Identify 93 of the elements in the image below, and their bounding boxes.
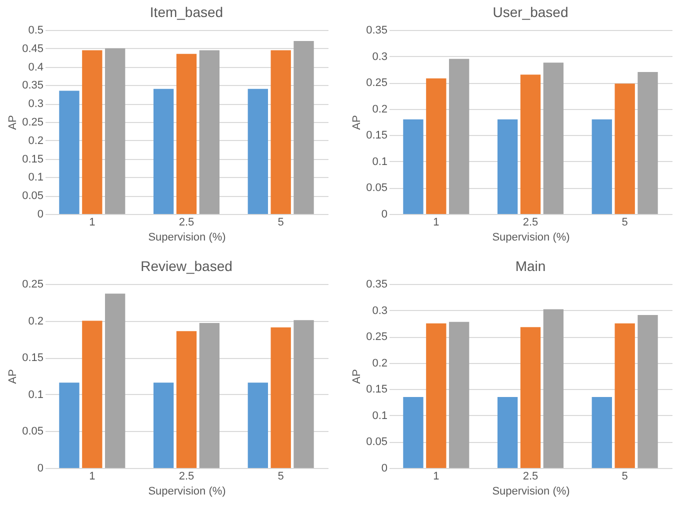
- chart-title: Review_based: [140, 258, 232, 274]
- x-tick-label: 5: [622, 216, 628, 228]
- y-tick-label: 0.05: [366, 182, 388, 194]
- y-tick-label: 0.2: [372, 103, 388, 116]
- bar: [59, 90, 80, 214]
- y-tick-label: 0.3: [372, 50, 388, 63]
- bar: [638, 72, 658, 214]
- y-tick-label: 0.05: [22, 190, 44, 202]
- y-tick-label: 0.35: [366, 24, 388, 36]
- bar: [520, 74, 541, 214]
- y-tick-label: 0.15: [22, 153, 44, 166]
- bar: [403, 119, 424, 214]
- bar: [82, 50, 102, 214]
- bar: [426, 323, 446, 468]
- bar: [497, 397, 518, 468]
- y-tick-label: 0.2: [28, 315, 44, 328]
- bar: [449, 58, 470, 214]
- y-tick-label: 0.05: [366, 436, 388, 448]
- x-tick-label: 5: [278, 470, 284, 482]
- y-axis-title: AP: [351, 369, 364, 384]
- y-tick-label: 0.15: [366, 384, 388, 396]
- bar: [426, 78, 446, 214]
- y-tick-label: 0.4: [28, 61, 44, 74]
- y-tick-label: 0.3: [28, 98, 44, 110]
- x-tick-label: 2.5: [178, 470, 194, 482]
- y-tick-label: 0.35: [366, 278, 388, 290]
- bar: [294, 41, 314, 214]
- x-axis-title: Supervision (%): [492, 486, 570, 498]
- bar: [248, 88, 268, 214]
- x-tick-label: 1: [433, 470, 440, 482]
- bar: [403, 397, 424, 468]
- x-tick-label: 1: [433, 216, 440, 228]
- bar: [270, 327, 291, 468]
- y-tick-label: 0.1: [372, 156, 388, 168]
- y-tick-label: 0.15: [366, 130, 388, 142]
- bar: [592, 397, 612, 468]
- chart-title: User_based: [492, 4, 568, 20]
- y-tick-label: 0.1: [372, 410, 388, 422]
- y-tick-label: 0.3: [372, 304, 388, 317]
- bar: [199, 50, 220, 214]
- bar: [248, 382, 268, 468]
- x-axis-title: Supervision (%): [492, 232, 570, 244]
- y-tick-label: 0.25: [22, 116, 44, 128]
- y-tick-label: 0: [381, 462, 388, 474]
- bar: [270, 50, 291, 214]
- bar: [105, 294, 126, 468]
- y-tick-label: 0: [37, 208, 44, 220]
- y-tick-label: 0.5: [28, 24, 44, 36]
- x-tick-label: 5: [278, 216, 284, 228]
- y-axis-title: AP: [7, 115, 20, 130]
- x-axis-title: Supervision (%): [148, 486, 226, 498]
- y-axis-title: AP: [351, 115, 364, 130]
- x-tick-label: 2.5: [178, 216, 194, 228]
- y-tick-label: 0.45: [22, 42, 44, 55]
- bar: [614, 323, 635, 468]
- bar: [449, 322, 470, 468]
- bar: [199, 323, 220, 468]
- y-axis-title: AP: [7, 369, 20, 384]
- x-axis-title: Supervision (%): [148, 232, 226, 244]
- y-tick-label: 0.25: [366, 331, 388, 344]
- y-tick-label: 0.2: [372, 357, 388, 370]
- x-tick-label: 1: [89, 470, 96, 482]
- bar: [638, 315, 658, 468]
- bar: [614, 84, 635, 214]
- y-tick-label: 0: [37, 462, 44, 474]
- bar: [543, 309, 564, 468]
- y-tick-label: 0: [381, 208, 388, 220]
- x-tick-label: 5: [622, 470, 628, 482]
- y-tick-label: 0.15: [22, 352, 44, 364]
- x-tick-label: 1: [89, 216, 96, 228]
- y-tick-label: 0.35: [22, 80, 44, 92]
- bar: [543, 62, 564, 214]
- bar: [82, 320, 102, 468]
- y-tick-label: 0.25: [22, 278, 44, 290]
- bar: [497, 119, 518, 214]
- bar: [592, 119, 612, 214]
- y-tick-label: 0.25: [366, 77, 388, 90]
- bar: [294, 320, 314, 468]
- y-tick-label: 0.1: [28, 388, 44, 401]
- bar: [105, 48, 126, 214]
- y-tick-label: 0.2: [28, 134, 44, 147]
- bar: [153, 382, 174, 468]
- bar: [59, 382, 80, 468]
- chart-title: Item_based: [150, 4, 224, 20]
- chart-title: Main: [515, 258, 546, 274]
- y-tick-label: 0.05: [22, 426, 44, 438]
- x-tick-label: 2.5: [522, 216, 538, 228]
- bar: [153, 88, 174, 214]
- y-tick-label: 0.1: [28, 172, 44, 184]
- x-tick-label: 2.5: [522, 470, 538, 482]
- bar: [176, 54, 197, 214]
- bar: [520, 327, 541, 468]
- bar: [176, 331, 197, 468]
